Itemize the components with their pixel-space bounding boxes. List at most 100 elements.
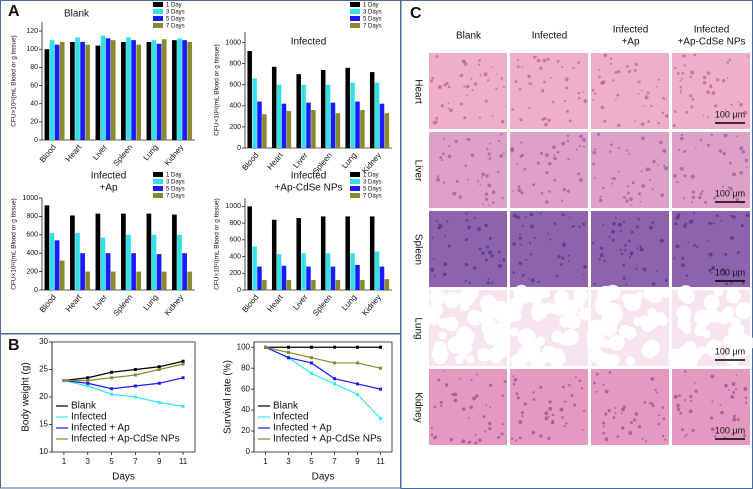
bar bbox=[131, 253, 136, 290]
tissue-texture bbox=[730, 235, 735, 240]
bar bbox=[75, 37, 80, 140]
bar bbox=[306, 102, 311, 148]
tissue-texture bbox=[651, 188, 654, 191]
bar bbox=[100, 35, 106, 140]
tissue-image bbox=[591, 132, 669, 208]
tissue-texture bbox=[484, 197, 489, 201]
series-line bbox=[63, 360, 184, 382]
tissue-texture bbox=[608, 334, 625, 351]
tissue-texture bbox=[679, 85, 683, 89]
tissue-texture bbox=[521, 415, 524, 418]
tissue-texture bbox=[484, 192, 489, 196]
tissue-texture bbox=[599, 246, 604, 250]
tissue-texture bbox=[513, 377, 518, 382]
tissue-texture bbox=[520, 191, 524, 195]
tissue-texture bbox=[491, 281, 494, 284]
tissue-texture bbox=[683, 174, 687, 178]
tissue-texture bbox=[520, 153, 524, 157]
tissue-texture bbox=[645, 167, 650, 172]
point bbox=[133, 395, 137, 399]
tissue-texture bbox=[639, 315, 652, 328]
tissue-texture bbox=[736, 135, 738, 138]
bar bbox=[151, 234, 157, 290]
tissue-texture bbox=[486, 281, 490, 285]
tissue-texture bbox=[430, 79, 434, 83]
tissue-texture bbox=[540, 288, 551, 299]
tissue-texture bbox=[731, 172, 736, 177]
tissue-texture bbox=[691, 195, 696, 200]
point bbox=[133, 373, 137, 377]
tissue-texture bbox=[650, 104, 653, 108]
tissue-texture bbox=[711, 400, 714, 403]
tissue-texture bbox=[649, 401, 653, 405]
tissue-texture bbox=[724, 109, 727, 112]
tissue-texture bbox=[516, 288, 530, 301]
x-axis-label: Days bbox=[112, 472, 135, 483]
tissue-texture bbox=[536, 161, 540, 165]
tissue-texture bbox=[620, 412, 623, 415]
tissue-texture bbox=[625, 199, 629, 203]
bar bbox=[100, 237, 106, 290]
tissue-texture bbox=[578, 307, 592, 321]
tissue-texture bbox=[487, 152, 491, 156]
tissue-texture bbox=[638, 80, 641, 83]
tissue-texture bbox=[630, 253, 633, 256]
row-label: Liver bbox=[412, 160, 423, 182]
tissue-texture bbox=[633, 69, 637, 73]
tissue-texture bbox=[547, 118, 551, 122]
legend-swatch bbox=[153, 16, 163, 21]
tissue-texture bbox=[674, 66, 677, 70]
tissue-texture bbox=[612, 221, 616, 226]
tissue-texture bbox=[433, 351, 447, 365]
tissue-texture bbox=[529, 212, 534, 217]
legend-swatch bbox=[153, 172, 163, 177]
tissue-texture bbox=[635, 291, 644, 300]
tissue-texture bbox=[614, 71, 618, 74]
tissue-texture bbox=[470, 378, 473, 381]
tissue-texture bbox=[683, 224, 687, 228]
scale-bar-label: 100 μm bbox=[715, 188, 745, 198]
tissue-texture bbox=[710, 427, 715, 432]
tissue-texture bbox=[601, 80, 606, 85]
tissue-texture bbox=[680, 89, 682, 92]
tissue-texture bbox=[680, 136, 684, 141]
tissue-texture bbox=[642, 105, 645, 107]
tissue-texture bbox=[616, 123, 621, 128]
tissue-texture bbox=[473, 82, 478, 86]
tissue-texture bbox=[601, 339, 611, 349]
tissue-texture bbox=[539, 151, 543, 156]
tissue-texture bbox=[731, 433, 733, 436]
tissue-texture bbox=[447, 154, 452, 159]
tissue-texture bbox=[447, 102, 450, 105]
x-tick-label: Heart bbox=[265, 150, 285, 171]
y-tick-label: 10 bbox=[39, 447, 48, 456]
tissue-texture bbox=[474, 394, 479, 398]
y-tick-label: 0 bbox=[237, 287, 241, 294]
tissue-texture bbox=[741, 150, 746, 154]
tissue-texture bbox=[485, 174, 489, 178]
bar bbox=[126, 37, 131, 140]
tissue-texture bbox=[647, 308, 657, 318]
tissue-texture bbox=[621, 293, 632, 304]
tissue-texture bbox=[488, 236, 493, 240]
y-tick-label: 1000 bbox=[22, 195, 38, 202]
tissue-texture bbox=[629, 256, 632, 259]
tissue-texture bbox=[634, 119, 637, 122]
tissue-texture bbox=[500, 132, 503, 136]
tissue-texture bbox=[681, 428, 684, 432]
tissue-texture bbox=[439, 156, 443, 159]
x-tick-label: 11 bbox=[179, 457, 188, 466]
tissue-texture bbox=[639, 247, 644, 252]
tissue-texture bbox=[699, 138, 703, 142]
legend-label: 5 Days bbox=[166, 187, 185, 193]
tissue-texture bbox=[736, 417, 740, 422]
tissue-texture bbox=[664, 114, 669, 118]
tissue-texture bbox=[723, 133, 728, 138]
bar bbox=[49, 40, 55, 140]
x-tick-label: 5 bbox=[109, 457, 114, 466]
tissue-texture bbox=[527, 288, 543, 304]
tissue-texture bbox=[487, 183, 492, 188]
tissue-texture bbox=[439, 224, 443, 228]
tissue-texture bbox=[488, 421, 492, 426]
tissue-texture bbox=[621, 407, 625, 412]
